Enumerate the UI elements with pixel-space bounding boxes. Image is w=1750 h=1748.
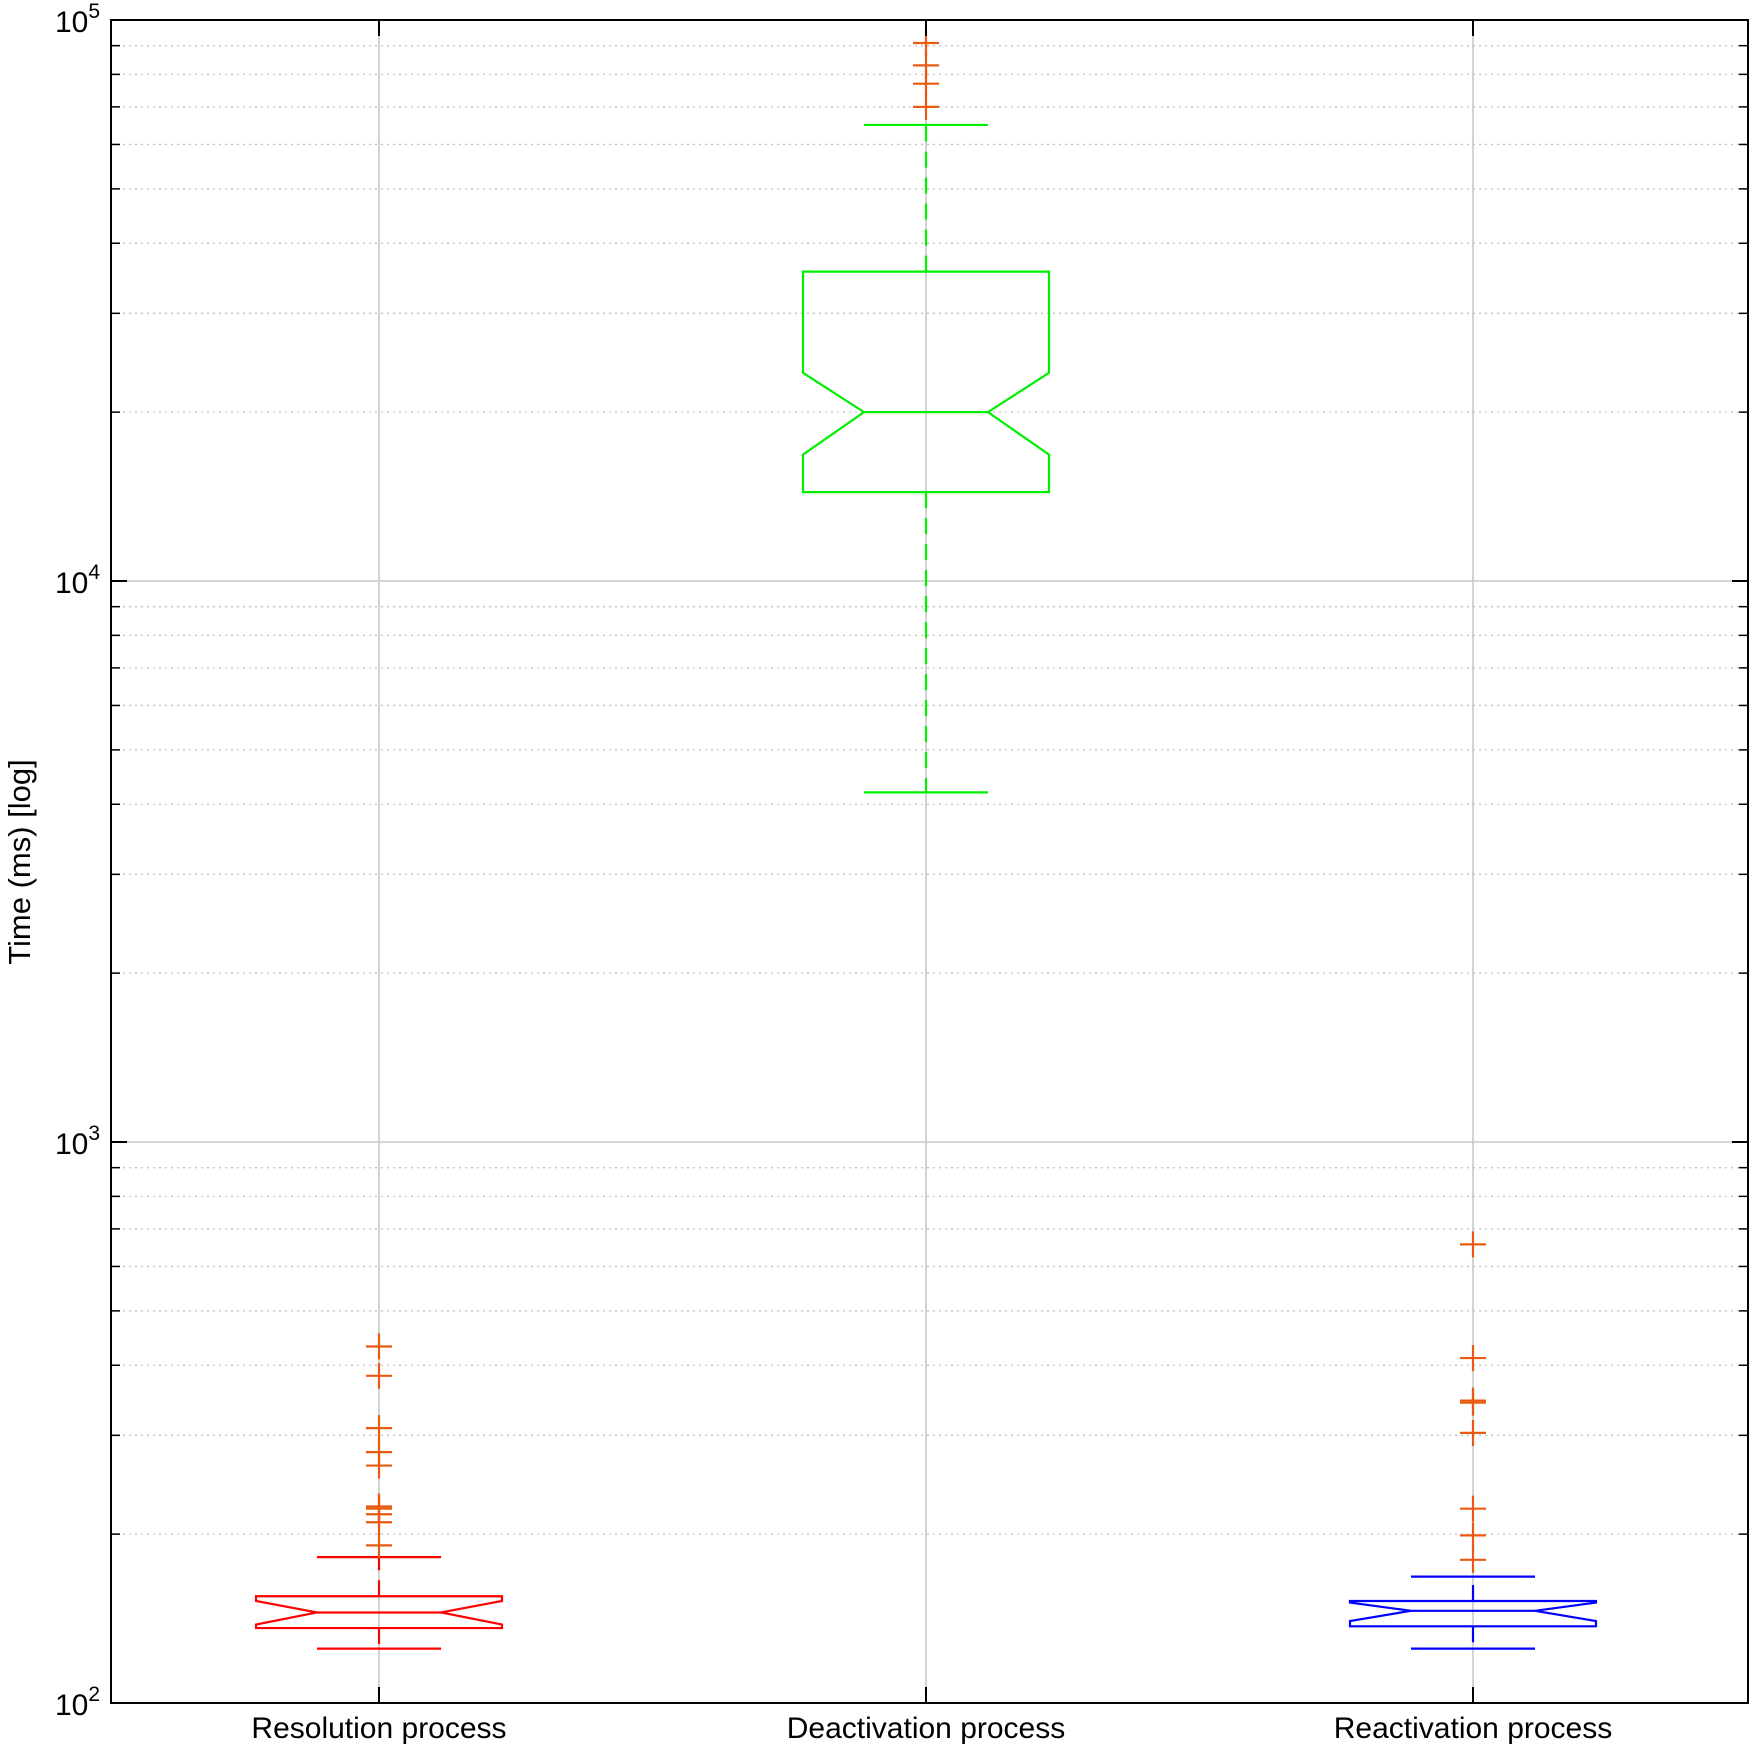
y-tick-label: 103 [55, 1122, 100, 1161]
x-category-label: Deactivation process [787, 1712, 1065, 1745]
grid-layer [111, 20, 1748, 1703]
tick-layer [111, 19, 1748, 1704]
plot-frame [110, 19, 1749, 1704]
y-axis-title: Time (ms) [log] [2, 759, 37, 965]
y-tick-label: 102 [55, 1683, 100, 1722]
y-tick-label: 105 [55, 0, 100, 39]
x-category-label: Resolution process [251, 1712, 506, 1745]
y-tick-label: 104 [55, 561, 100, 600]
x-category-label: Reactivation process [1334, 1712, 1612, 1745]
box-layer [254, 29, 1598, 1650]
label-layer: 102 103 104 105 Resolution process Deactivati… [55, 0, 1612, 1745]
notched-box [254, 1595, 504, 1630]
notched-box [801, 270, 1051, 494]
notched-box [1348, 1599, 1598, 1628]
